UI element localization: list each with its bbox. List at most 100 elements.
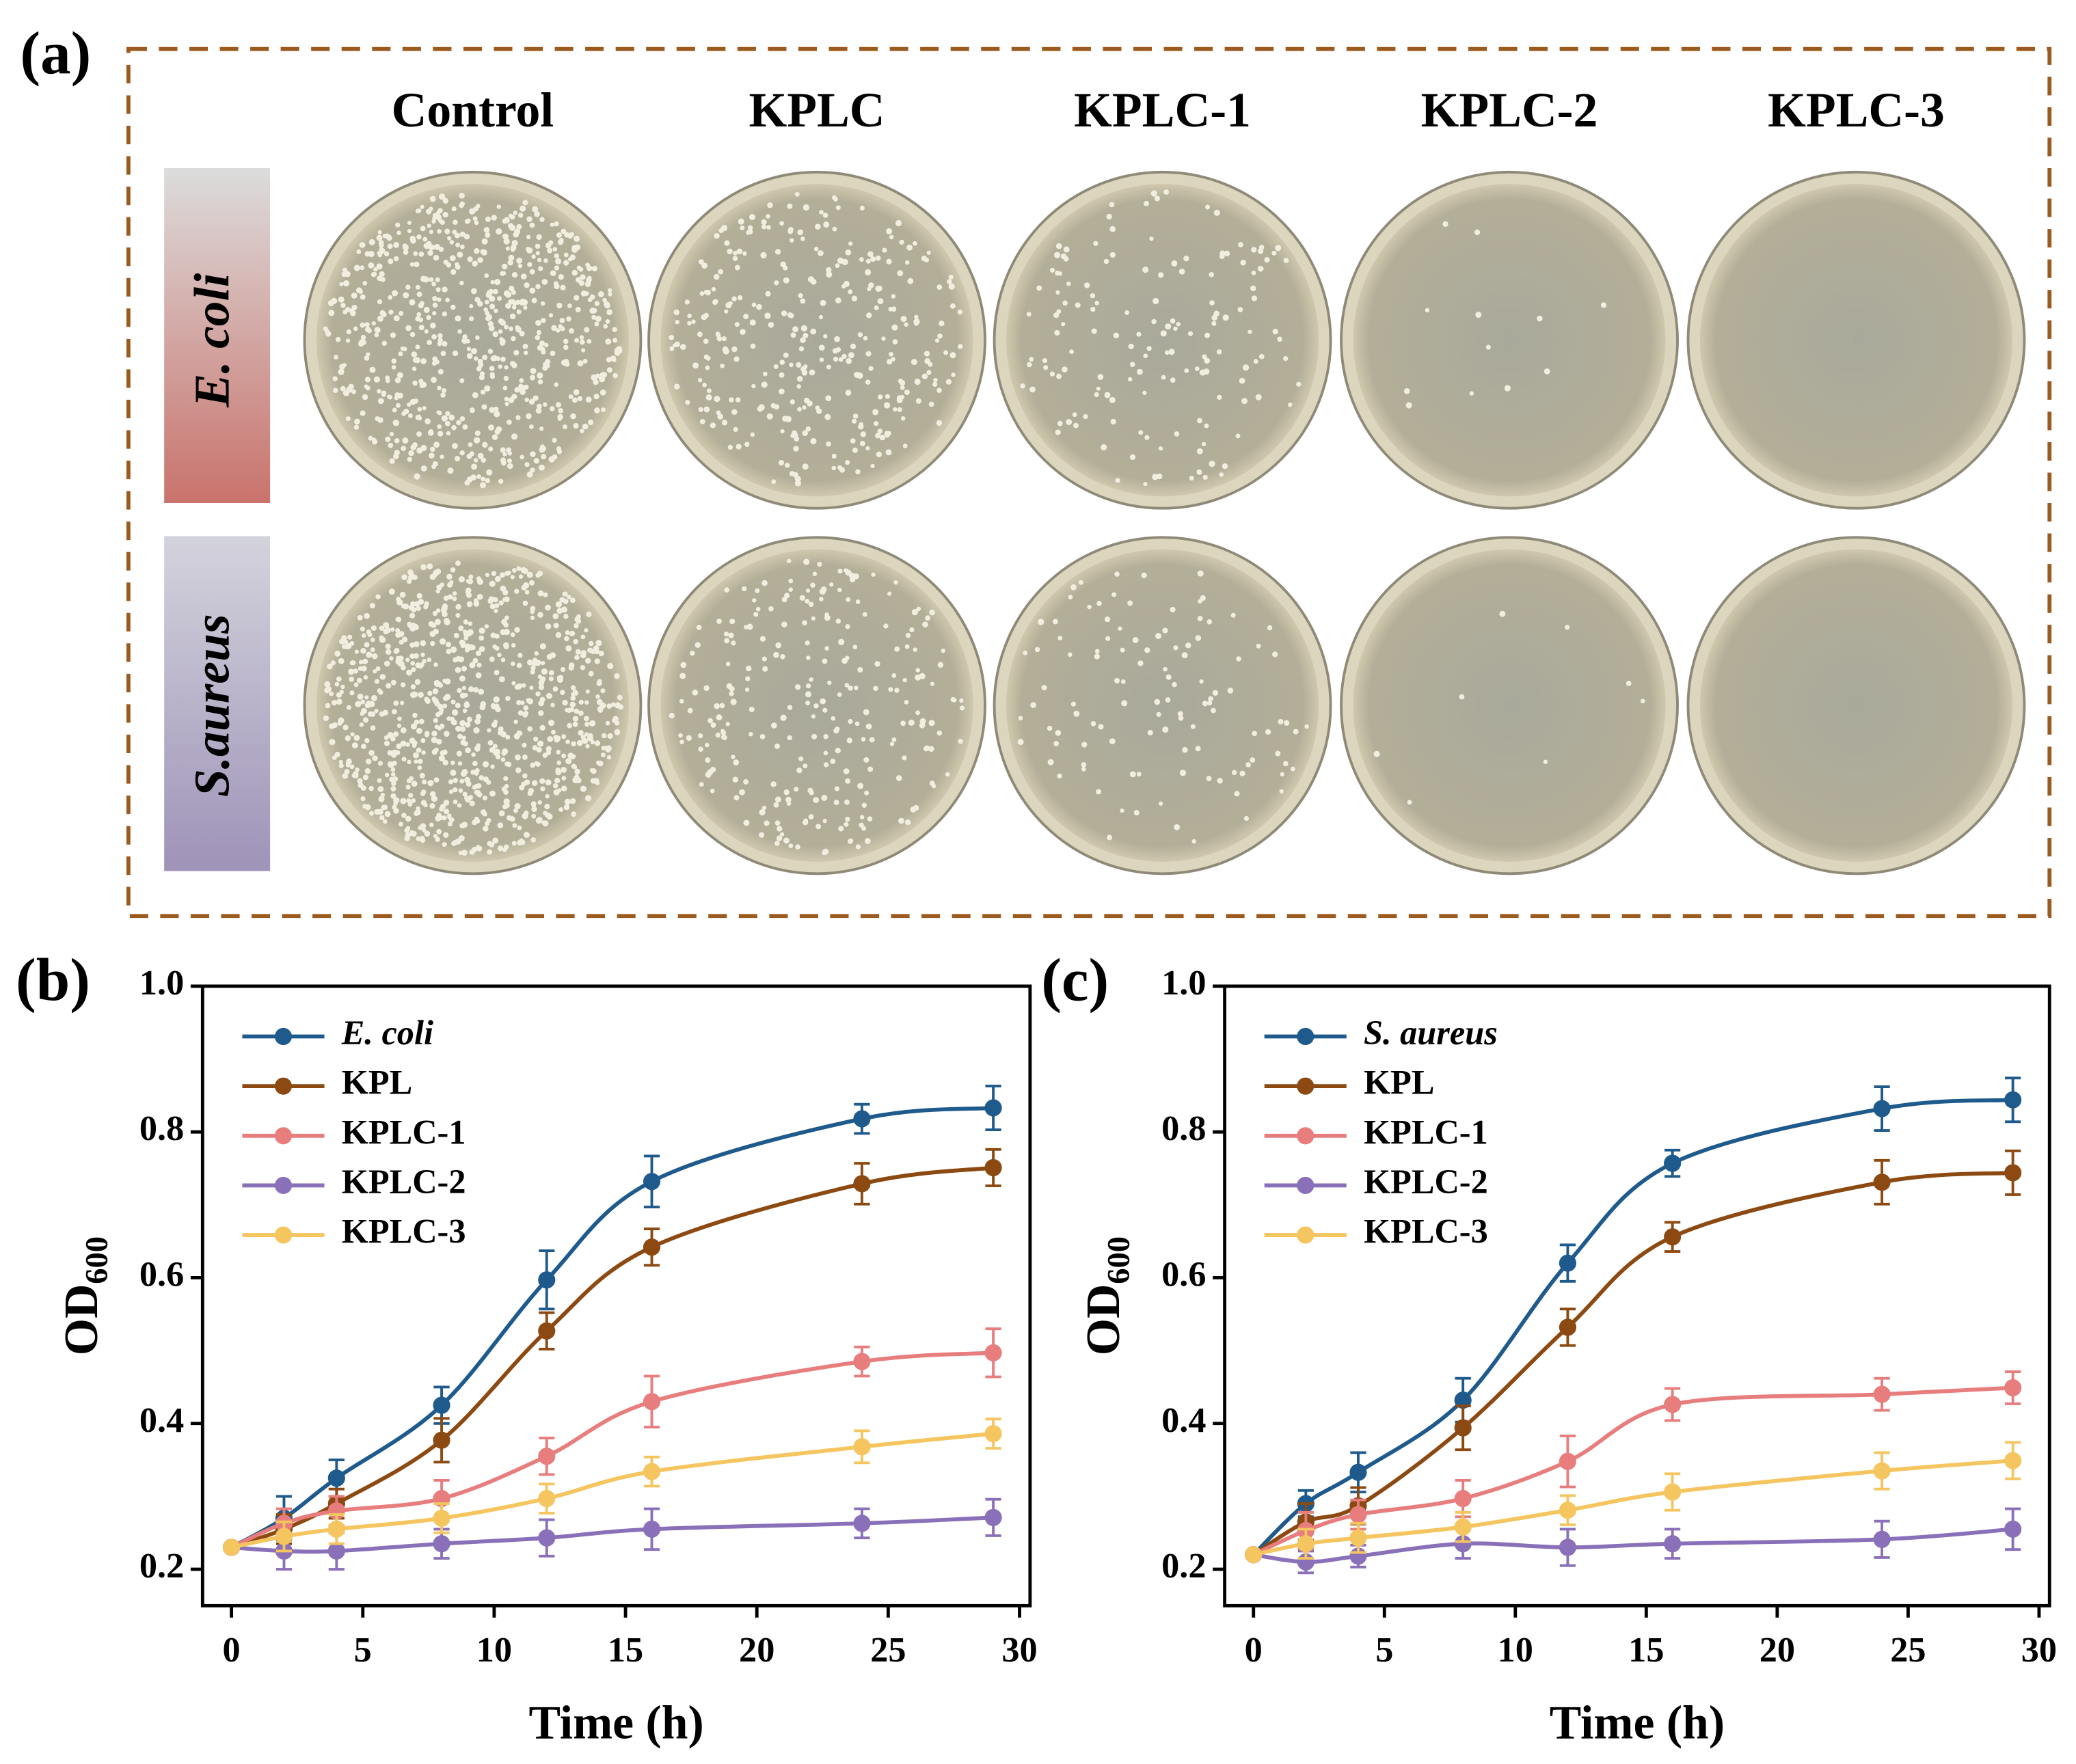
colony bbox=[582, 359, 588, 364]
colony bbox=[377, 275, 382, 282]
colony bbox=[596, 680, 602, 686]
colony bbox=[478, 627, 485, 634]
colony bbox=[904, 322, 908, 327]
colony bbox=[1105, 636, 1111, 641]
colony bbox=[833, 197, 838, 202]
colony bbox=[1057, 773, 1062, 779]
colony bbox=[929, 781, 935, 787]
colony bbox=[432, 356, 438, 362]
colony bbox=[785, 796, 792, 803]
colony bbox=[669, 346, 675, 351]
colony bbox=[732, 256, 738, 262]
colony bbox=[433, 243, 440, 250]
colony bbox=[1057, 271, 1063, 276]
colony bbox=[552, 783, 558, 789]
colony bbox=[405, 826, 411, 831]
colony bbox=[519, 378, 524, 383]
colony bbox=[569, 754, 576, 760]
colony bbox=[494, 634, 500, 639]
y-axis-label: OD600 bbox=[1077, 1236, 1136, 1355]
colony bbox=[599, 376, 606, 383]
colony bbox=[439, 193, 446, 200]
colony bbox=[848, 241, 853, 246]
colony bbox=[535, 251, 540, 256]
colony bbox=[823, 221, 830, 228]
colony bbox=[803, 763, 808, 769]
colony bbox=[1142, 267, 1149, 273]
colony bbox=[740, 225, 745, 230]
colony bbox=[852, 447, 858, 453]
colony bbox=[420, 837, 426, 843]
colony bbox=[864, 838, 871, 844]
colony bbox=[414, 759, 418, 764]
colony bbox=[376, 263, 383, 270]
colony bbox=[457, 803, 462, 808]
colony bbox=[437, 431, 444, 437]
colony bbox=[556, 608, 563, 614]
colony bbox=[679, 673, 686, 679]
marker bbox=[2004, 1379, 2022, 1397]
colony bbox=[431, 377, 437, 383]
colony bbox=[482, 796, 488, 801]
colony bbox=[811, 714, 816, 719]
colony bbox=[393, 256, 399, 262]
colony bbox=[578, 710, 584, 716]
legend-marker bbox=[1297, 1077, 1315, 1095]
colony bbox=[390, 735, 396, 742]
colony bbox=[347, 759, 352, 765]
colony bbox=[454, 456, 461, 462]
colony bbox=[460, 726, 466, 732]
colony bbox=[396, 599, 403, 606]
colony bbox=[846, 597, 851, 602]
colony bbox=[1227, 688, 1234, 694]
colony bbox=[381, 340, 387, 347]
colony bbox=[391, 781, 396, 787]
colony bbox=[503, 238, 510, 245]
colony bbox=[947, 279, 952, 285]
colony bbox=[778, 459, 785, 466]
colony bbox=[1107, 834, 1113, 841]
colony bbox=[541, 660, 545, 666]
colony bbox=[453, 219, 458, 225]
colony bbox=[523, 832, 530, 838]
colony bbox=[813, 703, 819, 709]
colony bbox=[493, 288, 498, 295]
colony bbox=[418, 718, 424, 724]
colony bbox=[614, 729, 621, 735]
colony bbox=[861, 737, 866, 742]
colony bbox=[699, 418, 705, 424]
colony bbox=[1154, 195, 1161, 202]
colony bbox=[517, 825, 522, 830]
colony bbox=[364, 702, 370, 709]
colony bbox=[810, 582, 815, 588]
colony bbox=[349, 677, 355, 682]
colony bbox=[823, 734, 828, 739]
colony bbox=[809, 677, 813, 682]
colony bbox=[1146, 346, 1152, 351]
colony bbox=[837, 257, 844, 264]
colony bbox=[512, 568, 517, 573]
colony bbox=[838, 638, 845, 646]
colony bbox=[360, 796, 366, 802]
colony bbox=[489, 366, 495, 371]
colony bbox=[761, 219, 767, 225]
colony bbox=[690, 650, 695, 656]
colony bbox=[536, 234, 542, 241]
colony bbox=[416, 431, 422, 437]
colony bbox=[392, 709, 397, 715]
colony bbox=[427, 657, 432, 662]
colony bbox=[1235, 433, 1241, 439]
colony bbox=[420, 358, 427, 364]
colony bbox=[755, 588, 760, 593]
colony bbox=[372, 755, 378, 761]
colony bbox=[580, 429, 584, 433]
colony bbox=[714, 396, 720, 403]
colony bbox=[429, 791, 436, 798]
colony bbox=[469, 407, 475, 413]
colony bbox=[939, 321, 945, 327]
colony bbox=[543, 592, 548, 597]
colony bbox=[900, 385, 905, 390]
colony bbox=[835, 619, 841, 624]
colony bbox=[873, 686, 878, 692]
colony bbox=[548, 670, 554, 676]
